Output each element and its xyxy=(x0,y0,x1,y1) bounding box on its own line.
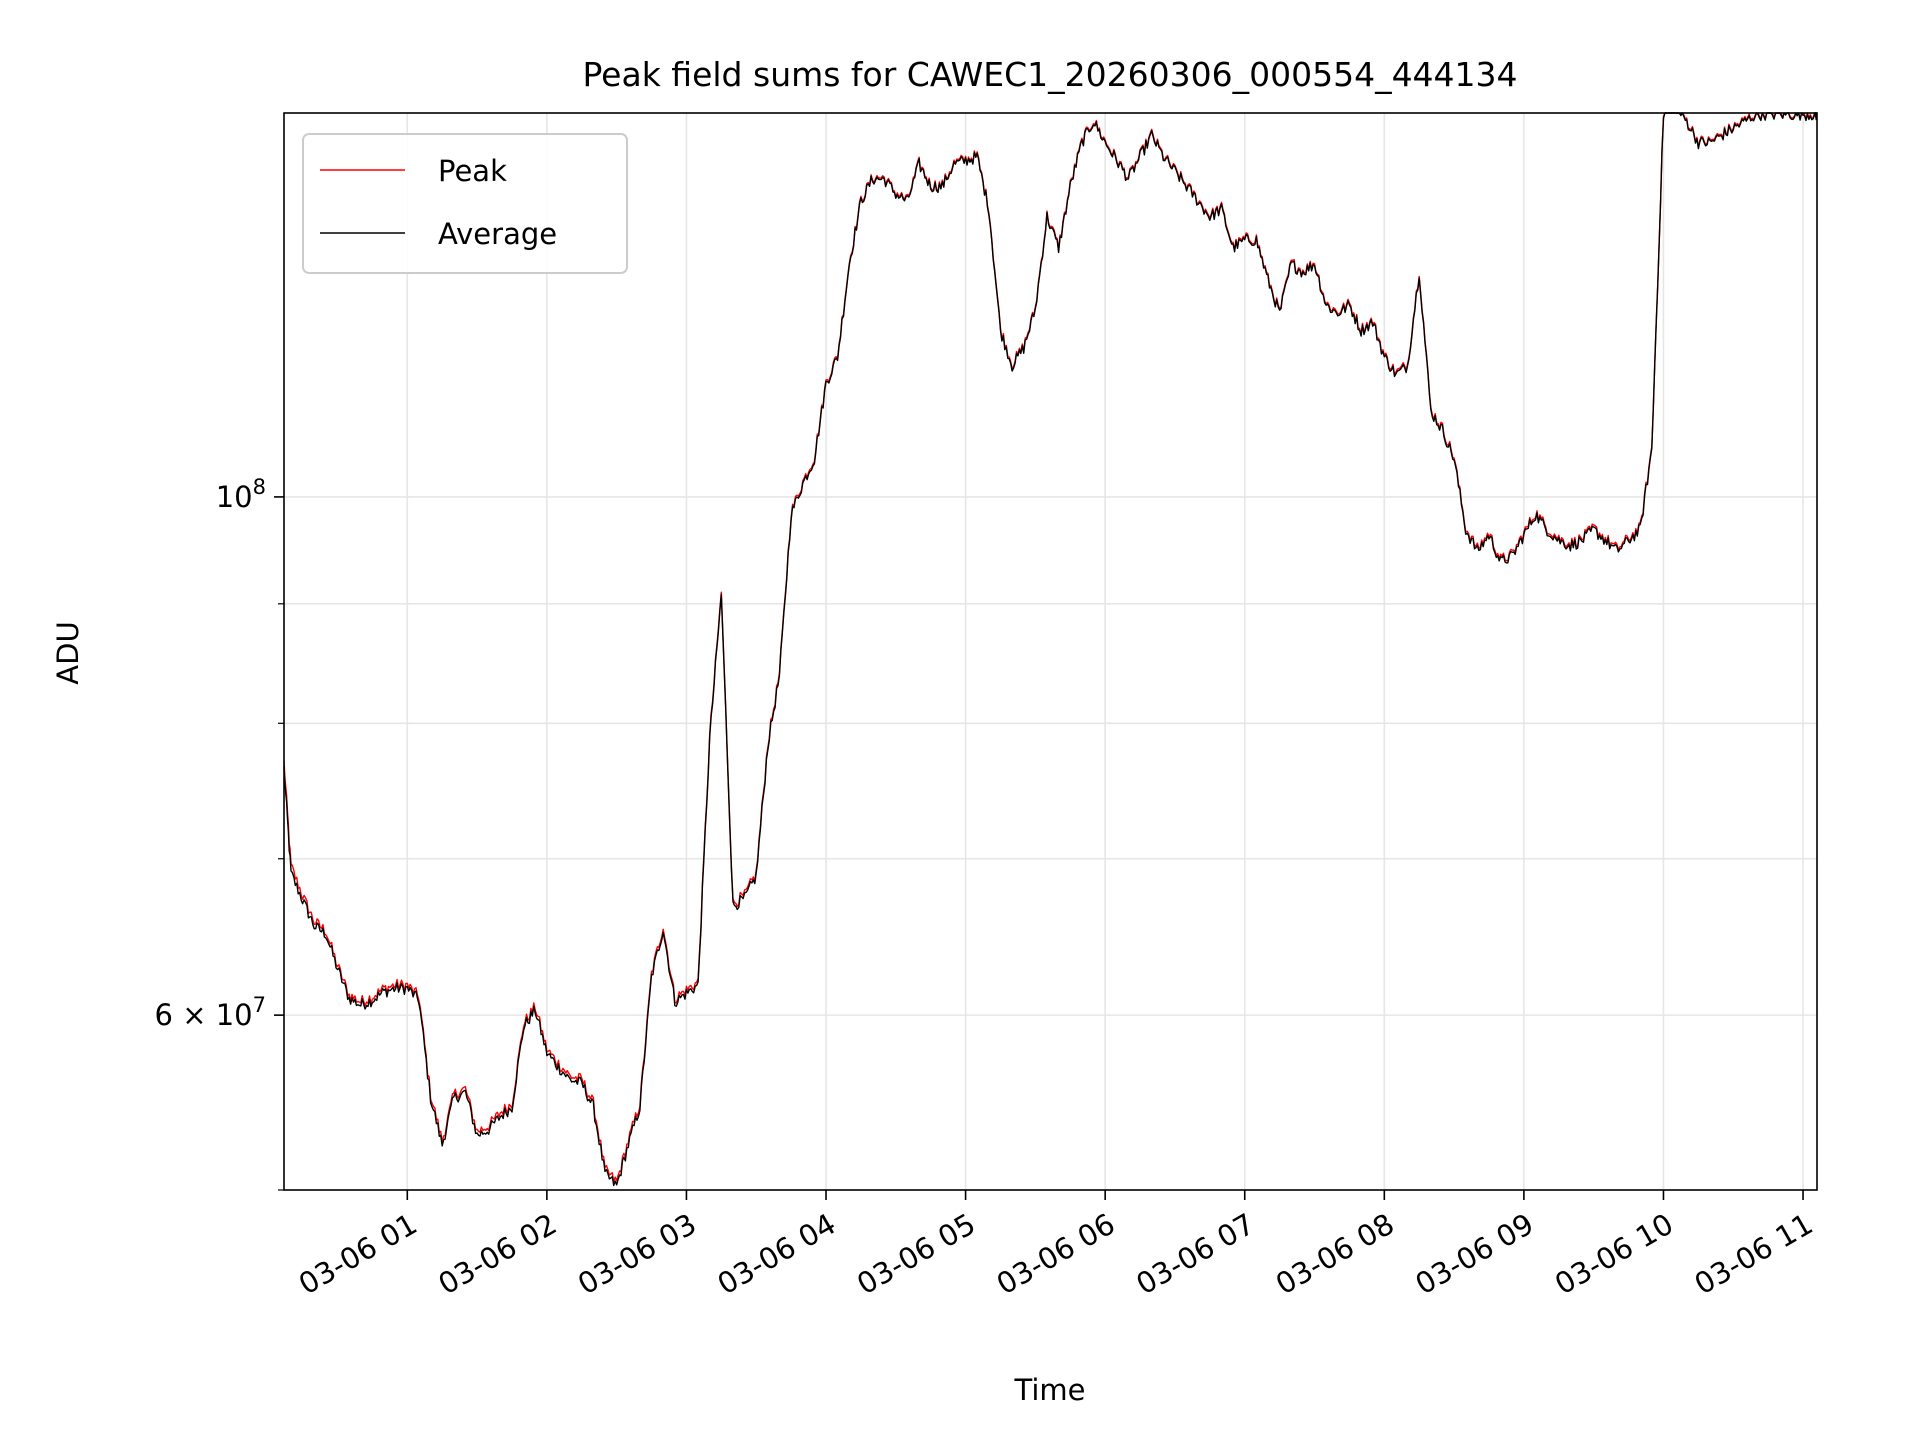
legend: Peak Average xyxy=(302,133,628,274)
legend-label-peak: Peak xyxy=(438,154,507,188)
grid xyxy=(284,113,1817,1190)
series-line-peak xyxy=(283,112,1818,1183)
series-layer xyxy=(283,112,1818,1187)
legend-label-average: Average xyxy=(438,217,557,251)
y-axis: 6 × 107 108 xyxy=(155,475,284,1191)
y-tick-label: 6 × 107 xyxy=(155,993,266,1032)
plot-frame xyxy=(283,112,1818,1191)
legend-box xyxy=(302,133,628,274)
x-axis-label: Time xyxy=(1014,1373,1086,1407)
y-tick-label: 108 xyxy=(216,475,266,514)
y-axis-label: ADU xyxy=(51,621,85,684)
series-line-average xyxy=(283,112,1818,1187)
chart-title: Peak field sums for CAWEC1_20260306_0005… xyxy=(582,55,1517,94)
